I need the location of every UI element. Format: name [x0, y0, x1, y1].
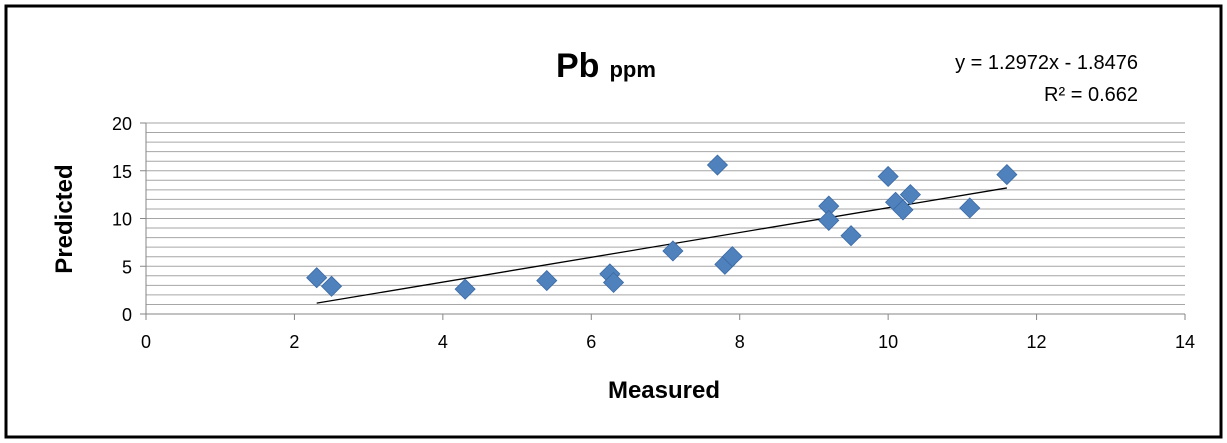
data-point: [306, 267, 328, 289]
y-tick-labels: 0 5 10 15 20: [112, 114, 132, 325]
data-point: [320, 275, 343, 297]
y-tick-label: 10: [112, 210, 132, 230]
data-point: [892, 199, 914, 221]
y-axis-title: Predicted: [51, 164, 78, 273]
y-tick-label: 5: [122, 257, 132, 277]
data-point: [899, 184, 921, 206]
data-point: [454, 278, 476, 300]
data-point: [602, 271, 625, 294]
data-point: [996, 164, 1018, 186]
x-tick-labels: 0 2 4 6 8 10 12 14: [141, 332, 1195, 352]
trendline-equation: y = 1.2972x - 1.8476: [955, 52, 1138, 74]
y-tick-label: 15: [112, 162, 132, 182]
data-point: [959, 197, 981, 219]
x-tick-label: 14: [1175, 332, 1195, 352]
data-point: [536, 270, 558, 292]
chart-title: Pb ppm: [556, 47, 656, 85]
data-point: [662, 240, 684, 262]
x-tick-label: 0: [141, 332, 151, 352]
data-point: [840, 225, 862, 247]
x-axis-title: Measured: [608, 377, 720, 404]
chart-border: [4, 4, 1223, 439]
x-tick-label: 6: [586, 332, 596, 352]
x-tick-label: 4: [438, 332, 448, 352]
y-tick-label: 20: [112, 114, 132, 134]
x-tick-label: 2: [289, 332, 299, 352]
x-tick-label: 10: [878, 332, 898, 352]
x-tick-label: 8: [735, 332, 745, 352]
trendline-r-squared: R² = 0.662: [1044, 84, 1138, 106]
axes: [140, 122, 1186, 320]
chart-title-main: Pb: [556, 47, 599, 85]
data-point: [706, 154, 729, 176]
y-tick-label: 0: [122, 305, 132, 325]
data-point: [721, 246, 743, 268]
chart-title-unit: ppm: [609, 57, 655, 82]
data-point: [818, 209, 840, 231]
data-point: [877, 165, 899, 188]
x-tick-label: 12: [1027, 332, 1047, 352]
data-points: [306, 154, 1018, 300]
